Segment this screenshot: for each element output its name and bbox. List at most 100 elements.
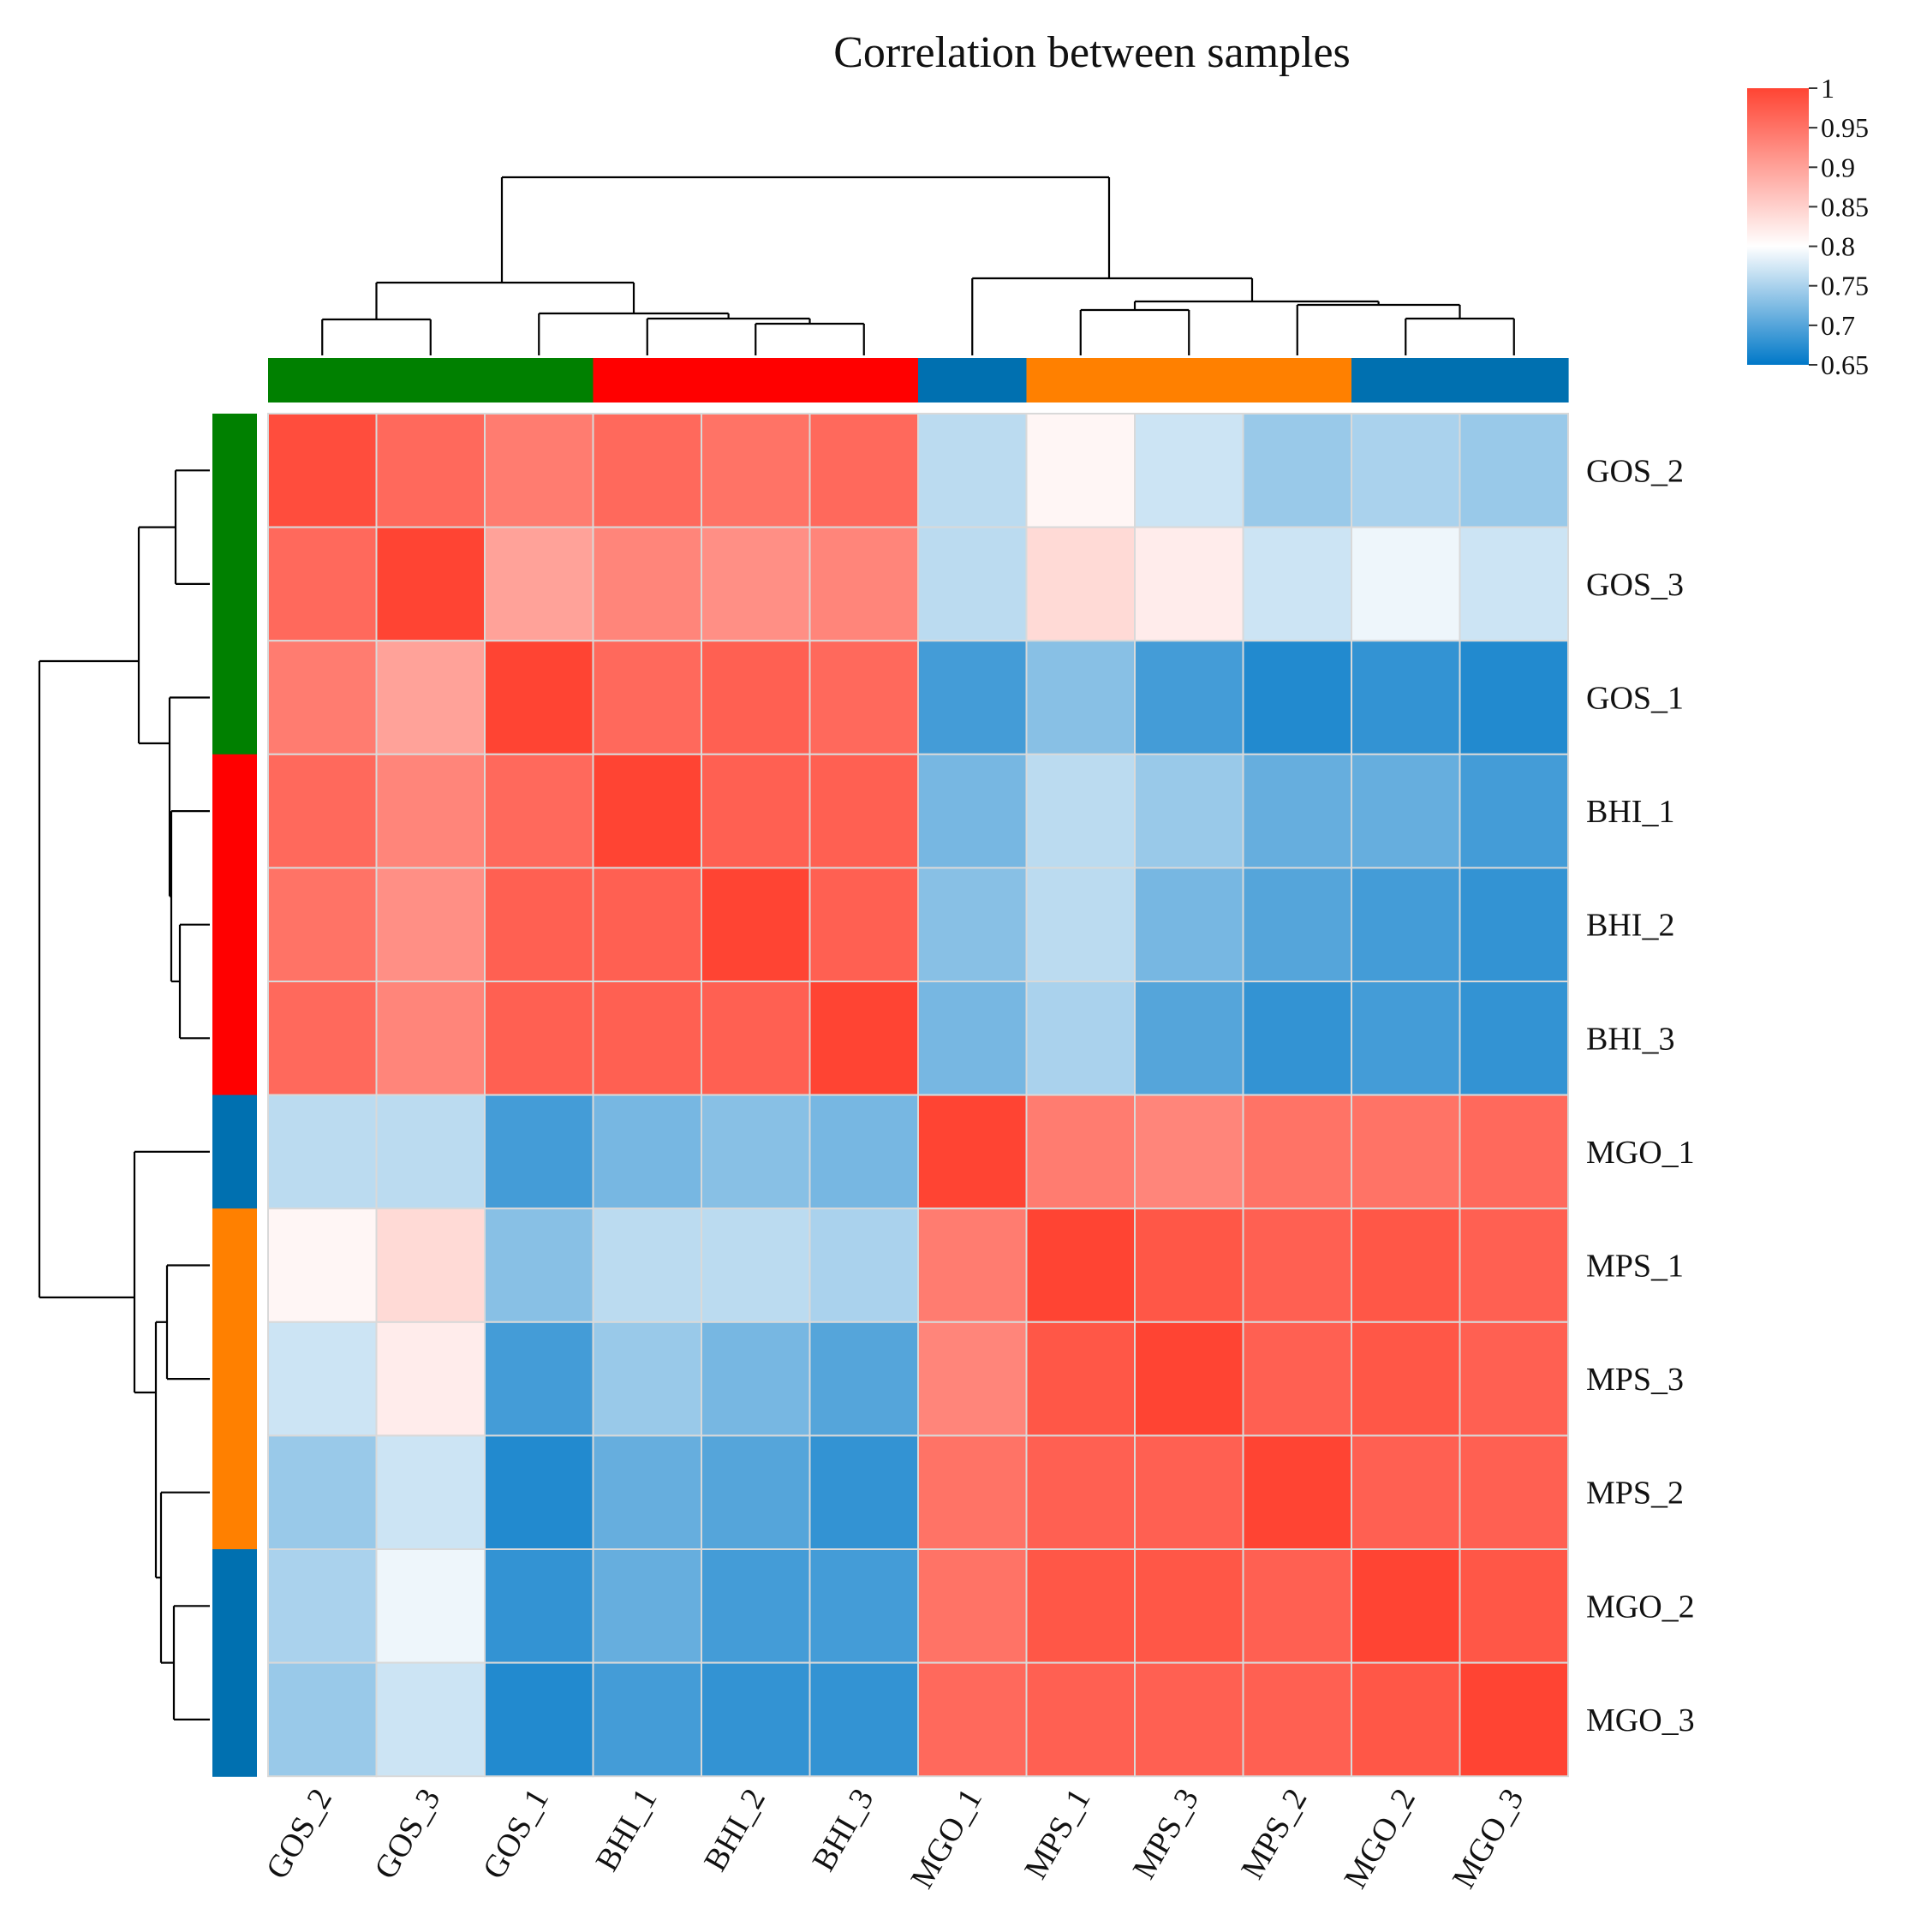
- row-group-BHI_2: [212, 868, 257, 982]
- heatmap-cell-MGO_3-BHI_3: [808, 1661, 919, 1778]
- heatmap-cell-MPS_1-MPS_3: [1134, 1208, 1244, 1323]
- heatmap-cell-GOS_2-BHI_3: [808, 413, 919, 528]
- heatmap-cell-MPS_2-MPS_1: [1025, 1434, 1136, 1551]
- row-label-BHI_3: BHI_3: [1586, 1021, 1674, 1057]
- heatmap-cell-MPS_3-BHI_3: [808, 1321, 919, 1437]
- heatmap-cell-GOS_2-GOS_3: [375, 413, 486, 528]
- heatmap-cell-BHI_1-MGO_1: [917, 753, 1028, 869]
- heatmap-cell-MPS_1-BHI_1: [592, 1208, 702, 1323]
- row-labels: GOS_2 GOS_3 GOS_1 BHI_1 BHI_2 BHI_3 MGO_1 MPS_1…: [1586, 453, 1695, 1738]
- heatmap-cell-GOS_3-BHI_1: [592, 526, 702, 642]
- heatmap-cell-MGO_1-GOS_1: [484, 1094, 594, 1210]
- heatmap-cell-GOS_2-MGO_3: [1459, 413, 1569, 528]
- col-label-MPS_2: MPS_2: [1234, 1783, 1314, 1886]
- heatmap-cell-MGO_2-GOS_3: [375, 1548, 486, 1664]
- heatmap-cell-BHI_2-GOS_1: [484, 867, 594, 983]
- heatmap-cell-GOS_3-GOS_3: [375, 526, 486, 642]
- col-label-MGO_1: MGO_1: [904, 1783, 989, 1895]
- heatmap-cell-BHI_3-GOS_1: [484, 981, 594, 1096]
- colorbar-tick-label-0.75: 0.75: [1821, 271, 1869, 301]
- heatmap-cell-MGO_2-MPS_2: [1242, 1548, 1352, 1664]
- col-group-BHI_3: [809, 358, 919, 402]
- heatmap-cell-MPS_2-MPS_3: [1134, 1434, 1244, 1551]
- heatmap-cell-MGO_1-MPS_1: [1025, 1094, 1136, 1210]
- heatmap-cell-BHI_3-MGO_2: [1351, 981, 1461, 1096]
- col-label-BHI_1: BHI_1: [588, 1783, 664, 1878]
- heatmap-cell-MGO_2-MPS_3: [1134, 1548, 1244, 1664]
- heatmap-cell-MGO_3-MPS_3: [1134, 1661, 1244, 1778]
- heatmap-cell-MPS_1-BHI_3: [808, 1208, 919, 1323]
- heatmap-cell-GOS_2-MGO_2: [1351, 413, 1461, 528]
- heatmap-cell-MGO_3-MGO_1: [917, 1661, 1028, 1778]
- col-group-MPS_1: [1026, 358, 1136, 402]
- heatmap-cell-MPS_3-BHI_2: [701, 1321, 811, 1437]
- col-group-MGO_1: [918, 358, 1028, 402]
- heatmap-cell-MPS_2-MGO_2: [1351, 1434, 1461, 1551]
- heatmap-cell-BHI_1-BHI_1: [592, 753, 702, 869]
- heatmap-cell-MPS_1-MGO_1: [917, 1208, 1028, 1323]
- colorbar-tick-label-0.7: 0.7: [1821, 310, 1855, 341]
- heatmap-cell-MGO_1-GOS_2: [267, 1094, 378, 1210]
- row-dendrogram: [38, 469, 210, 1721]
- col-label-MGO_2: MGO_2: [1337, 1783, 1423, 1895]
- heatmap-cell-MPS_1-BHI_2: [701, 1208, 811, 1323]
- heatmap-cell-GOS_1-BHI_1: [592, 640, 702, 755]
- heatmap-cell-MGO_2-BHI_2: [701, 1548, 811, 1664]
- row-label-MGO_1: MGO_1: [1586, 1135, 1695, 1171]
- heatmap-cell-GOS_3-MGO_1: [917, 526, 1028, 642]
- col-label-BHI_3: BHI_3: [805, 1783, 880, 1878]
- heatmap-cell-MPS_1-MPS_1: [1025, 1208, 1136, 1323]
- heatmap-cell-BHI_2-MGO_1: [917, 867, 1028, 983]
- heatmap-cell-MGO_3-MPS_2: [1242, 1661, 1352, 1778]
- heatmap-cell-MPS_1-GOS_3: [375, 1208, 486, 1323]
- heatmap-cell-MGO_3-GOS_1: [484, 1661, 594, 1778]
- col-label-MPS_1: MPS_1: [1017, 1783, 1097, 1886]
- col-group-MGO_2: [1351, 358, 1461, 402]
- heatmap-cell-MPS_3-MPS_1: [1025, 1321, 1136, 1437]
- heatmap-cell-GOS_3-MPS_2: [1242, 526, 1352, 642]
- heatmap-cell-GOS_3-GOS_1: [484, 526, 594, 642]
- heatmap-cell-MPS_1-MPS_2: [1242, 1208, 1352, 1323]
- heatmap-cell-GOS_2-MPS_2: [1242, 413, 1352, 528]
- heatmap-cell-GOS_2-GOS_1: [484, 413, 594, 528]
- colorbar-gradient: [1747, 88, 1809, 365]
- colorbar-tick-label-0.95: 0.95: [1821, 112, 1869, 143]
- colorbar-tick-label-0.8: 0.8: [1821, 231, 1855, 262]
- row-group-GOS_3: [212, 527, 257, 641]
- heatmap-cell-GOS_1-MPS_3: [1134, 640, 1244, 755]
- row-label-GOS_1: GOS_1: [1586, 681, 1684, 717]
- heatmap-cell-GOS_1-MPS_2: [1242, 640, 1352, 755]
- heatmap-cell-GOS_3-MGO_3: [1459, 526, 1569, 642]
- heatmap-cell-MPS_1-GOS_2: [267, 1208, 378, 1323]
- heatmap-cell-BHI_1-MPS_1: [1025, 753, 1136, 869]
- heatmap-cell-MPS_3-GOS_2: [267, 1321, 378, 1437]
- heatmap-cell-GOS_1-MGO_3: [1459, 640, 1569, 755]
- heatmap-cell-MGO_2-GOS_2: [267, 1548, 378, 1664]
- heatmap-cell-MGO_3-MGO_2: [1351, 1661, 1461, 1778]
- heatmap-cell-MGO_3-BHI_1: [592, 1661, 702, 1778]
- col-group-MGO_3: [1459, 358, 1569, 402]
- heatmap-cell-BHI_2-MPS_2: [1242, 867, 1352, 983]
- row-group-MPS_1: [212, 1208, 257, 1323]
- col-group-GOS_1: [485, 358, 594, 402]
- row-group-GOS_2: [212, 414, 257, 528]
- row-group-MGO_1: [212, 1094, 257, 1209]
- heatmap-cell-GOS_2-MGO_1: [917, 413, 1028, 528]
- heatmap-cell-MGO_3-GOS_3: [375, 1661, 486, 1778]
- row-label-MGO_2: MGO_2: [1586, 1589, 1695, 1625]
- heatmap-cell-GOS_2-BHI_2: [701, 413, 811, 528]
- heatmap-cell-GOS_3-MGO_2: [1351, 526, 1461, 642]
- heatmap-cell-MGO_1-BHI_1: [592, 1094, 702, 1210]
- row-label-MPS_3: MPS_3: [1586, 1362, 1684, 1398]
- heatmap-cell-MGO_1-MPS_3: [1134, 1094, 1244, 1210]
- row-label-BHI_1: BHI_1: [1586, 794, 1674, 830]
- heatmap-cell-GOS_3-MPS_3: [1134, 526, 1244, 642]
- heatmap-cell-GOS_2-MPS_1: [1025, 413, 1136, 528]
- heatmap-cell-BHI_2-GOS_3: [375, 867, 486, 983]
- heatmap-cell-BHI_3-GOS_3: [375, 981, 486, 1096]
- heatmap-cell-BHI_2-BHI_1: [592, 867, 702, 983]
- heatmap-cell-GOS_2-BHI_1: [592, 413, 702, 528]
- row-group-BHI_3: [212, 981, 257, 1096]
- heatmap-cell-GOS_3-MPS_1: [1025, 526, 1136, 642]
